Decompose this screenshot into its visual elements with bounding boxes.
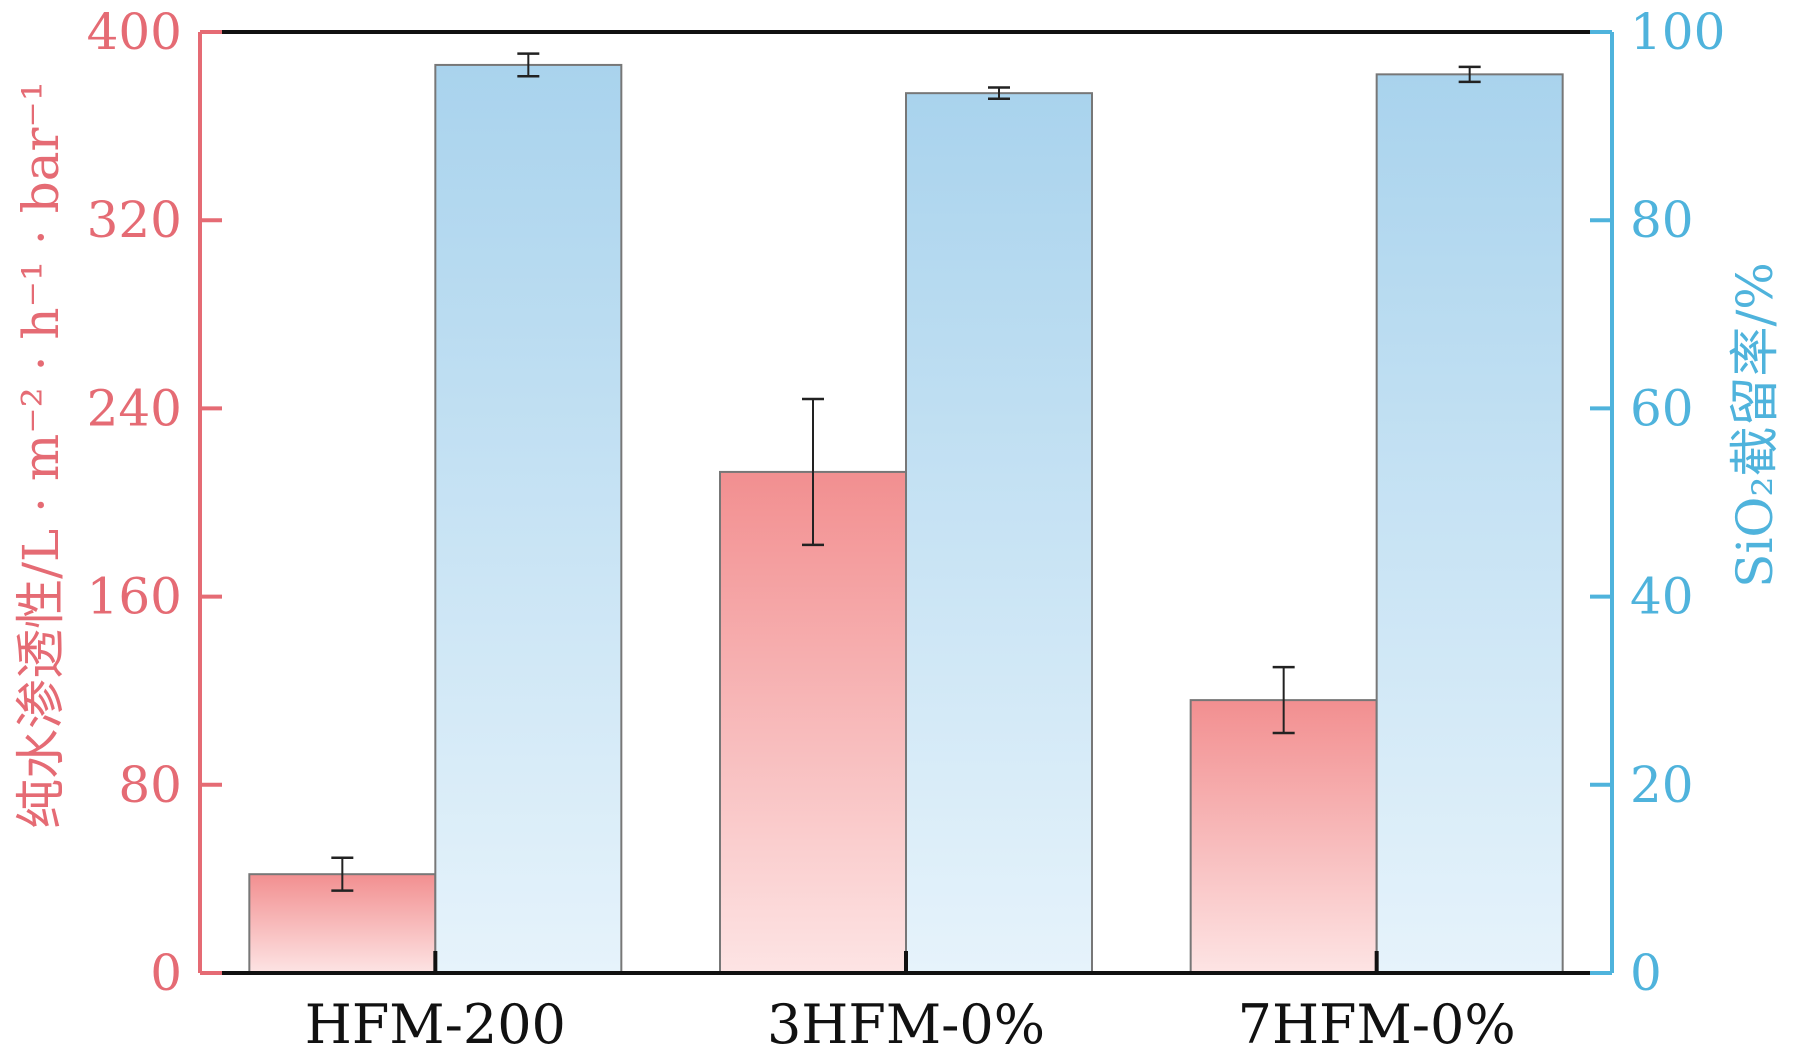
- right-y-tick-label: 40: [1630, 568, 1694, 626]
- left-y-tick-label: 240: [87, 379, 182, 437]
- right-y-tick-label: 60: [1630, 379, 1694, 437]
- bar-permeability: [1189, 699, 1378, 974]
- error-bars: [331, 52, 1481, 892]
- right-y-ticks: 0 20 40 60 80 100: [1590, 3, 1725, 1002]
- left-y-ticks: 0 80 160 240 320 400: [87, 3, 222, 1002]
- left-y-tick-label: 80: [118, 756, 182, 814]
- bar-rejection: [1375, 73, 1564, 975]
- bar-rejection: [434, 63, 623, 974]
- x-ticks: HFM-200 3HFM-0% 7HFM-0%: [305, 951, 1516, 1050]
- bars: [248, 63, 1564, 975]
- left-y-tick-label: 160: [87, 568, 182, 626]
- right-y-tick-label: 20: [1630, 756, 1694, 814]
- left-y-tick-label: 0: [150, 944, 182, 1002]
- bar-rejection: [905, 92, 1093, 975]
- bar-permeability: [719, 470, 907, 974]
- right-y-tick-label: 0: [1630, 944, 1662, 1002]
- right-y-tick-label: 100: [1630, 3, 1725, 61]
- x-tick-label: HFM-200: [305, 993, 566, 1050]
- left-y-axis-title: 纯水渗透性/L · m⁻² · h⁻¹ · bar⁻¹: [12, 81, 70, 829]
- x-tick-label: 3HFM-0%: [767, 993, 1045, 1050]
- left-y-tick-label: 320: [87, 191, 182, 249]
- right-y-axis-title: SiO₂截留率/%: [1726, 262, 1784, 588]
- right-y-tick-label: 80: [1630, 191, 1694, 249]
- left-y-tick-label: 400: [87, 3, 182, 61]
- x-tick-label: 7HFM-0%: [1238, 993, 1516, 1050]
